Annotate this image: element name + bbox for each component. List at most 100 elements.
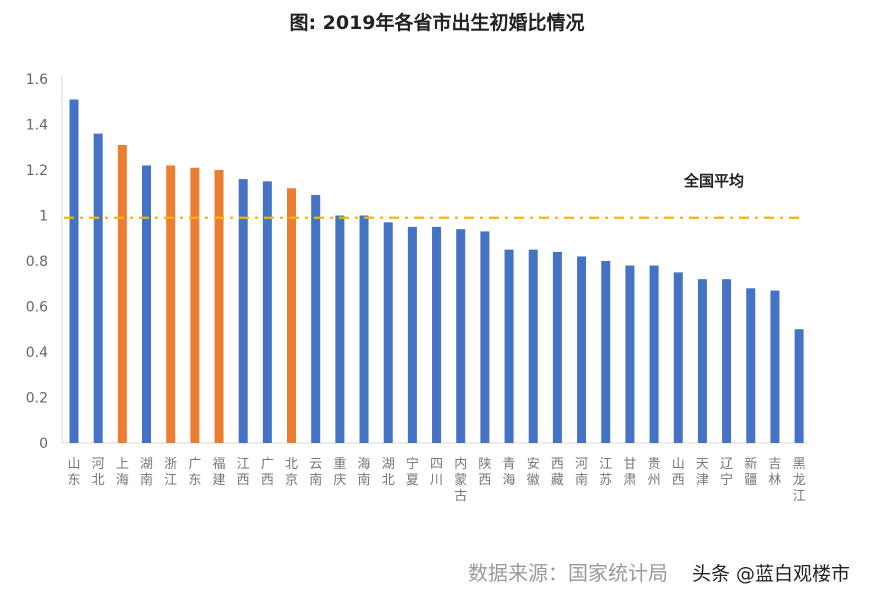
- x-tick-label: 天: [696, 457, 709, 472]
- x-tick-label: 山: [672, 457, 685, 472]
- x-tick-label: 津: [696, 473, 709, 488]
- footer: 数据来源：国家统计局 头条 @蓝白观楼市: [468, 557, 850, 586]
- x-tick-label: 山: [67, 457, 80, 472]
- x-tick-label: 宁: [406, 456, 419, 472]
- x-tick-label: 西: [478, 473, 491, 488]
- x-tick-label: 四: [430, 457, 443, 472]
- y-tick-label: 1.4: [26, 118, 48, 134]
- x-tick-label: 陕: [478, 457, 491, 472]
- x-tick-label: 河: [575, 457, 588, 472]
- x-tick-label: 疆: [744, 473, 757, 488]
- bar-云南: [311, 195, 321, 443]
- x-tick-label: 河: [92, 457, 105, 472]
- bar-内蒙古: [456, 229, 466, 443]
- x-tick-label: 贵: [648, 457, 661, 472]
- bar-黑龙江: [794, 329, 804, 443]
- x-tick-label: 安: [527, 457, 540, 472]
- bar-贵州: [649, 265, 659, 443]
- x-tick-label: 吉: [768, 457, 781, 472]
- x-tick-label: 北: [382, 473, 395, 488]
- x-tick-label: 川: [430, 473, 443, 488]
- bar-宁夏: [407, 226, 417, 443]
- bar-河北: [93, 133, 103, 443]
- x-tick-label: 浙: [164, 457, 177, 472]
- x-tick-label: 建: [213, 473, 226, 488]
- x-tick-label: 东: [188, 473, 201, 488]
- bar-吉林: [770, 290, 780, 443]
- y-tick-label: 0.8: [26, 254, 48, 270]
- bar-北京: [287, 188, 297, 443]
- bar-浙江: [166, 165, 176, 443]
- x-tick-label: 新: [744, 456, 757, 472]
- bar-江西: [238, 179, 248, 443]
- bar-辽宁: [722, 279, 732, 443]
- x-tick-label: 江: [164, 473, 177, 488]
- bar-湖南: [142, 165, 152, 443]
- x-tick-label: 西: [237, 473, 250, 488]
- bar-重庆: [335, 215, 345, 443]
- x-tick-label: 北: [92, 473, 105, 488]
- y-tick-label: 0.2: [26, 391, 48, 407]
- data-source: 数据来源：国家统计局: [467, 561, 668, 585]
- x-tick-label: 湖: [140, 457, 153, 472]
- x-tick-label: 海: [503, 473, 516, 488]
- x-tick-label: 南: [140, 472, 153, 488]
- x-tick-label: 京: [285, 473, 298, 488]
- x-tick-label: 辽: [720, 457, 733, 472]
- x-tick-label: 徽: [527, 473, 540, 488]
- x-tick-label: 重: [333, 456, 346, 472]
- x-tick-label: 江: [599, 457, 612, 472]
- y-tick-label: 1: [39, 209, 48, 225]
- y-tick-label: 1.2: [26, 163, 48, 179]
- bar-山东: [69, 99, 79, 443]
- bar-四川: [432, 226, 442, 443]
- bar-青海: [504, 249, 514, 443]
- x-tick-label: 蒙: [454, 473, 467, 488]
- x-tick-label: 南: [575, 472, 588, 488]
- bar-江苏: [601, 261, 611, 443]
- bar-海南: [359, 215, 369, 443]
- y-tick-label: 0.4: [26, 345, 48, 361]
- y-tick-label: 0: [39, 436, 48, 452]
- x-tick-label: 内: [454, 456, 467, 472]
- bar-福建: [214, 170, 224, 443]
- x-tick-label: 上: [116, 457, 129, 472]
- bar-山西: [673, 272, 683, 443]
- x-tick-label: 南: [358, 472, 371, 488]
- x-tick-label: 苏: [599, 472, 612, 488]
- bar-新疆: [746, 288, 756, 443]
- x-tick-label: 西: [551, 457, 564, 472]
- bar-陕西: [480, 231, 490, 443]
- chart-title: 图: 2019年各省市出生初婚比情况: [289, 12, 585, 34]
- bar-河南: [577, 256, 587, 443]
- x-tick-label: 黑: [793, 457, 806, 472]
- y-tick-label: 0.6: [26, 300, 48, 316]
- x-tick-label: 西: [261, 473, 274, 488]
- x-tick-label: 北: [285, 457, 298, 472]
- x-tick-label: 林: [768, 473, 781, 488]
- bar-广西: [262, 181, 272, 443]
- x-tick-label: 甘: [623, 457, 636, 472]
- x-tick-label: 夏: [406, 473, 419, 488]
- x-tick-label: 宁: [720, 472, 733, 488]
- x-tick-label: 西: [672, 473, 685, 488]
- x-tick-label: 东: [67, 473, 80, 488]
- bar-广东: [190, 167, 200, 443]
- x-tick-label: 庆: [333, 473, 346, 488]
- bar-安徽: [528, 249, 538, 443]
- bar-天津: [697, 279, 707, 443]
- x-tick-label: 南: [309, 472, 322, 488]
- x-tick-label: 福: [213, 457, 226, 472]
- x-tick-label: 青: [503, 457, 516, 472]
- y-tick-label: 1.6: [26, 72, 48, 88]
- x-tick-label: 湖: [382, 457, 395, 472]
- x-tick-label: 云: [309, 457, 322, 472]
- x-tick-label: 江: [237, 457, 250, 472]
- bar-湖北: [383, 222, 393, 443]
- x-tick-label: 肃: [623, 473, 636, 488]
- watermark: 头条 @蓝白观楼市: [691, 563, 850, 585]
- reference-line-label: 全国平均: [683, 172, 744, 190]
- x-tick-label: 古: [454, 489, 467, 504]
- x-tick-label: 藏: [551, 473, 564, 488]
